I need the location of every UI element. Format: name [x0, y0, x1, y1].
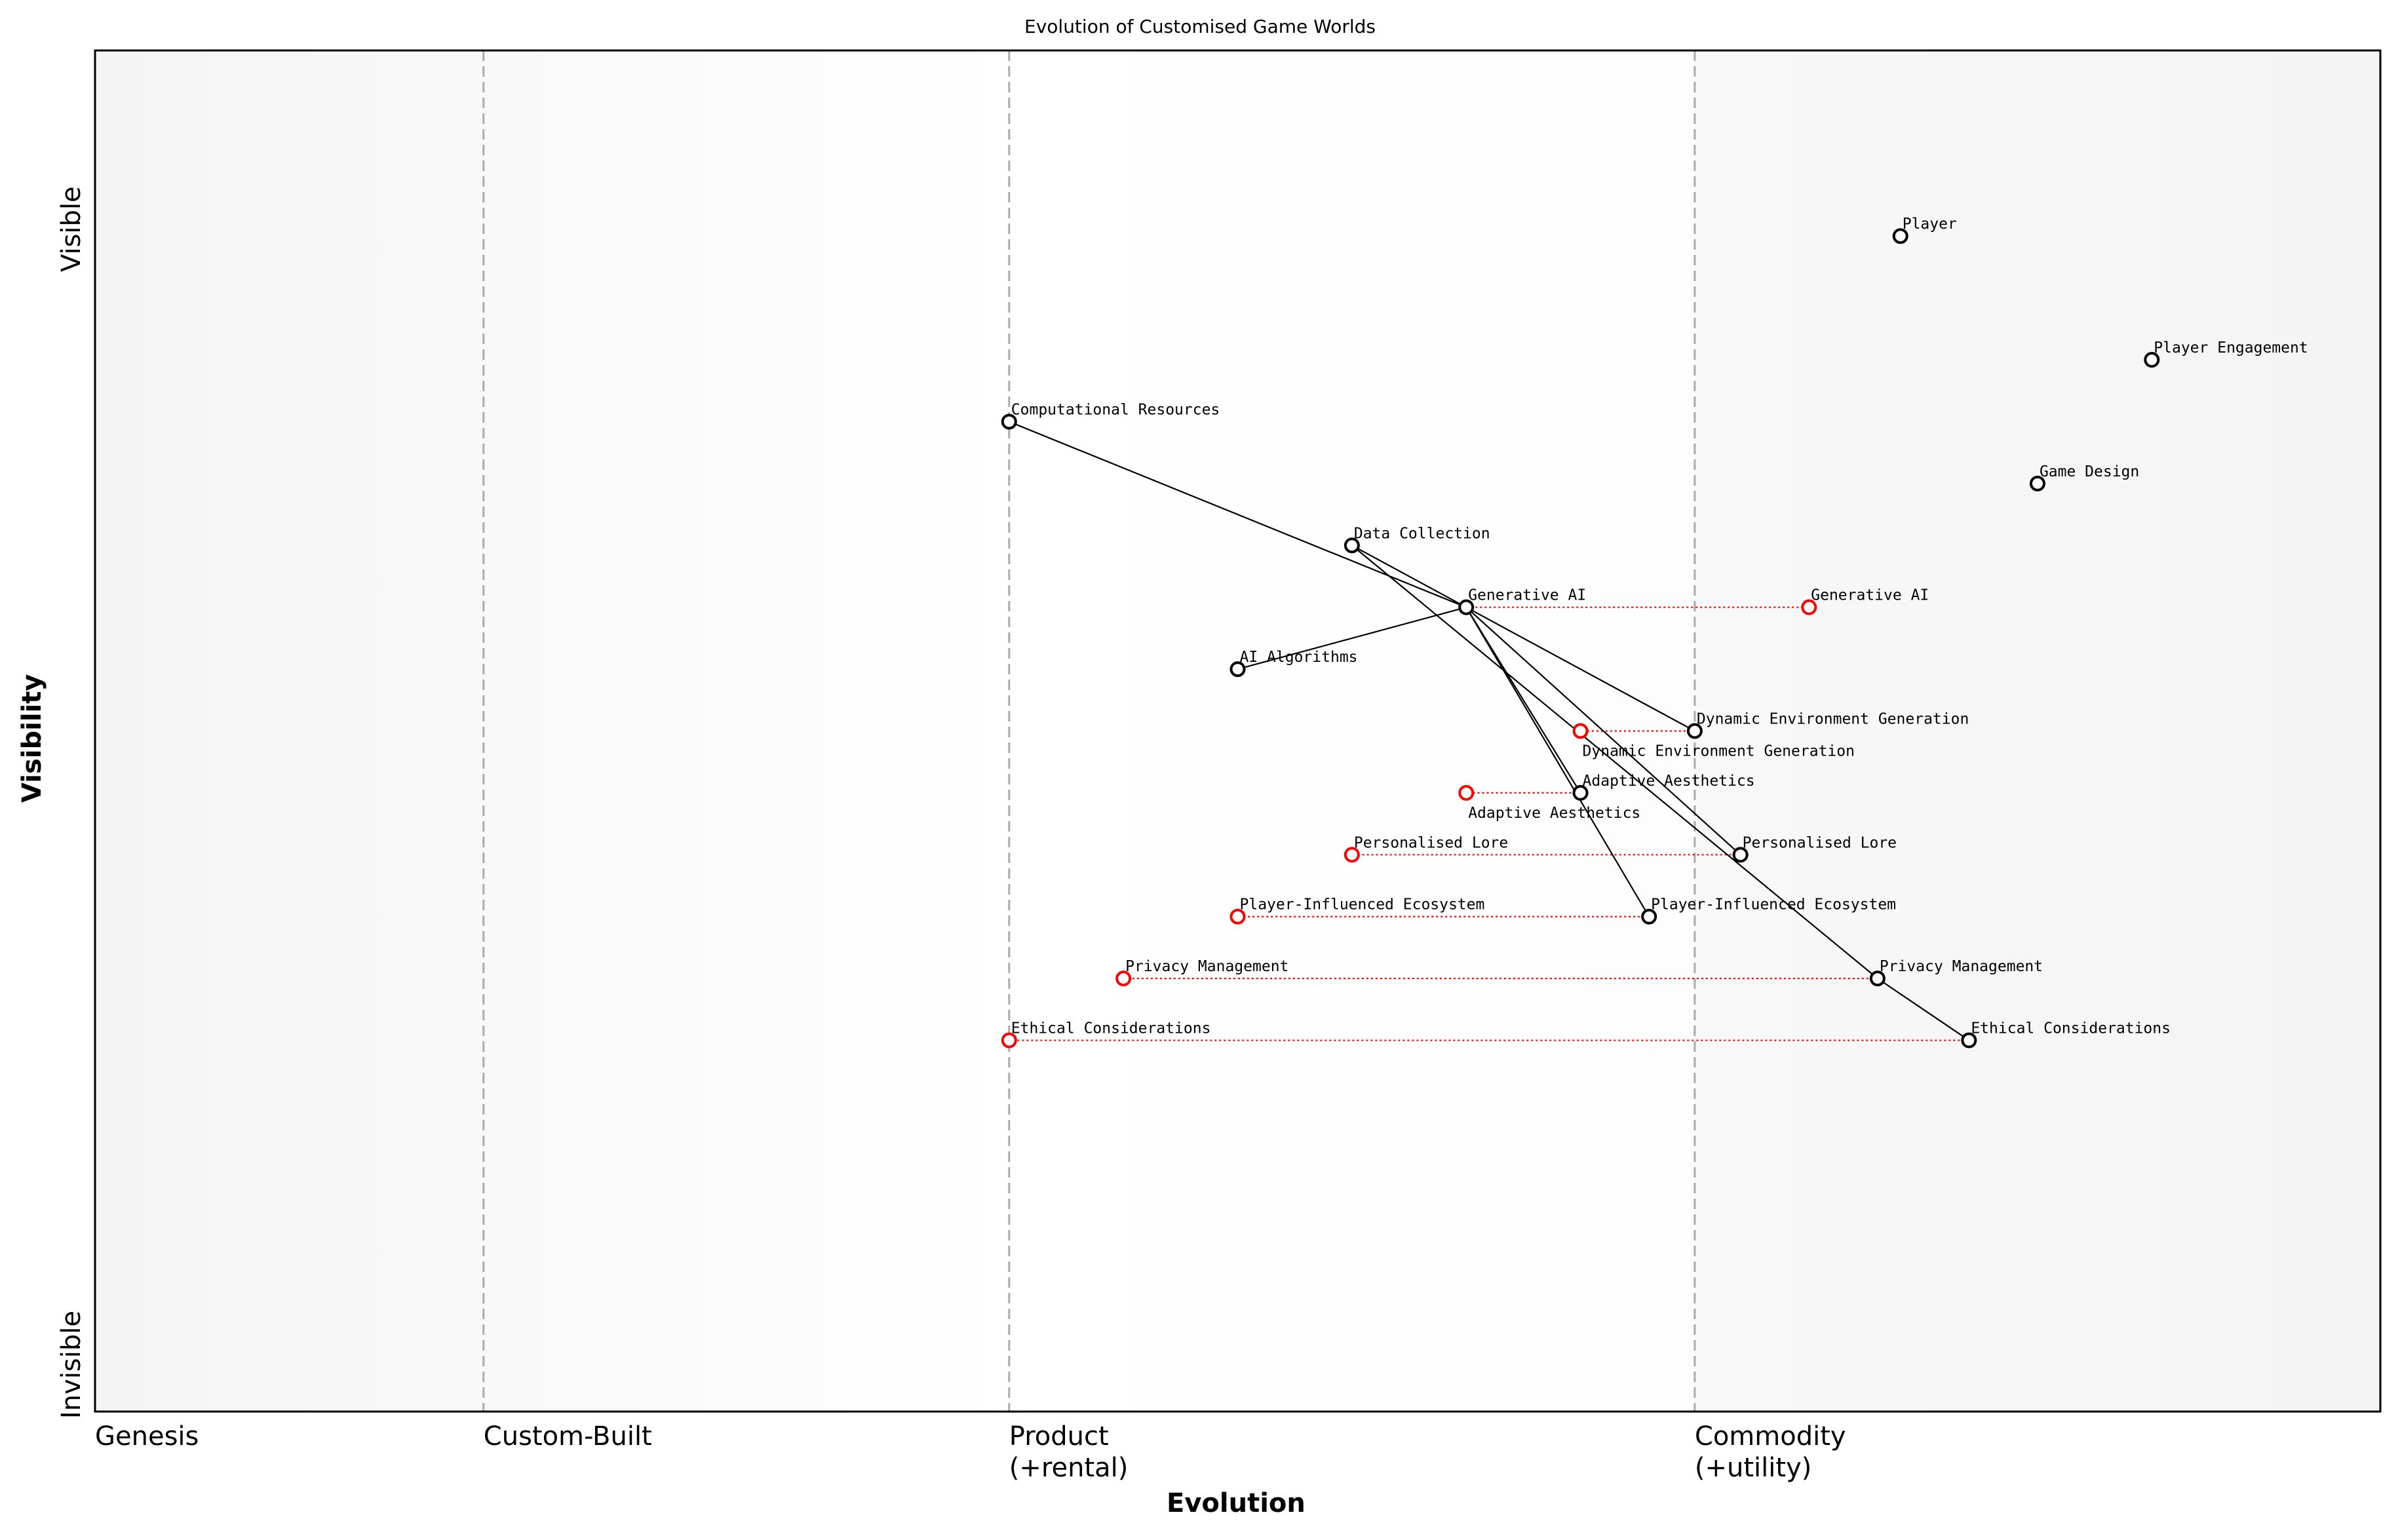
evolved-component-label: Personalised Lore [1354, 834, 1508, 851]
stage-label: Commodity (+utility) [1694, 1421, 1846, 1483]
plot-background [95, 50, 2380, 1412]
component-marker[interactable] [1686, 723, 1703, 739]
evolved-component-label: Privacy Management [1125, 958, 1288, 975]
dependency-link [1877, 978, 1969, 1041]
component-label: Ethical Considerations [1971, 1020, 2171, 1037]
component-label: Generative AI [1468, 587, 1586, 604]
component-marker[interactable] [1001, 414, 1017, 430]
evolved-component-label: Player-Influenced Ecosystem [1240, 896, 1485, 914]
evolved-component-label: Generative AI [1811, 587, 1929, 604]
component-marker[interactable] [2029, 475, 2045, 491]
y-tick-invisible: Invisible [56, 1311, 87, 1419]
component-marker[interactable] [1458, 599, 1475, 615]
component-marker[interactable] [1344, 537, 1360, 554]
evolved-component-label: Dynamic Environment Generation [1583, 743, 1855, 760]
component-label: Dynamic Environment Generation [1697, 711, 1969, 728]
dependency-link [1465, 607, 1650, 917]
stage-label: Custom-Built [483, 1421, 652, 1452]
component-label: AI Algorithms [1240, 649, 1358, 666]
component-marker[interactable] [2144, 352, 2160, 368]
component-marker[interactable] [1641, 908, 1657, 925]
component-label: Player [1903, 216, 1957, 233]
component-label: Adaptive Aesthetics [1583, 773, 1755, 790]
component-label: Computational Resources [1011, 401, 1220, 418]
component-marker[interactable] [1892, 228, 1908, 244]
evolved-component-label: Ethical Considerations [1011, 1020, 1211, 1037]
plot-frame [94, 49, 2382, 1413]
evolved-component-marker[interactable] [1344, 847, 1360, 863]
component-marker[interactable] [1229, 661, 1246, 678]
component-label: Player Engagement [2154, 339, 2308, 356]
dependency-link [1465, 606, 1741, 856]
evolved-component-marker[interactable] [1115, 971, 1132, 987]
stage-label: Product (+rental) [1009, 1421, 1129, 1483]
stage-label: Genesis [95, 1421, 199, 1452]
dependency-link [1351, 545, 1467, 608]
component-label: Data Collection [1354, 525, 1490, 542]
x-axis-label: Evolution [1167, 1488, 1306, 1518]
component-marker[interactable] [1869, 971, 1886, 987]
dependency-link [1351, 545, 1878, 979]
evolved-component-marker[interactable] [1001, 1032, 1017, 1049]
component-marker[interactable] [1732, 847, 1749, 863]
chart-title: Evolution of Customised Game Worlds [1024, 16, 1376, 37]
y-tick-visible: Visible [56, 186, 87, 272]
dependency-link [1237, 606, 1467, 670]
evolved-component-marker[interactable] [1801, 599, 1817, 615]
component-label: Player-Influenced Ecosystem [1651, 896, 1896, 914]
y-axis-label: Visibility [17, 674, 47, 803]
evolved-component-marker[interactable] [1458, 784, 1475, 801]
component-marker[interactable] [1961, 1032, 1977, 1049]
evolved-component-marker[interactable] [1572, 723, 1589, 739]
evolved-component-label: Adaptive Aesthetics [1468, 805, 1640, 822]
component-label: Privacy Management [1880, 958, 2043, 975]
component-label: Game Design [2040, 463, 2139, 480]
component-marker[interactable] [1572, 784, 1589, 801]
component-label: Personalised Lore [1743, 834, 1897, 851]
dependency-link [1465, 606, 1695, 732]
evolved-component-marker[interactable] [1229, 908, 1246, 925]
